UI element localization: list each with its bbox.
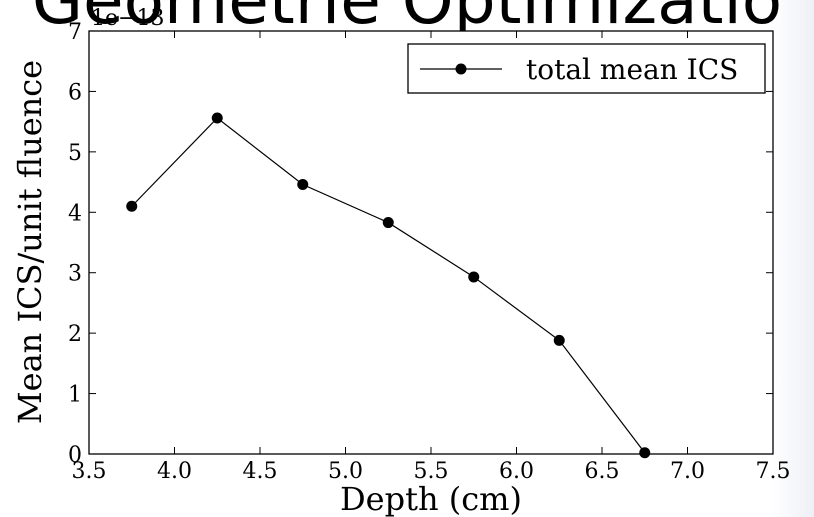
legend: total mean ICS [407, 43, 766, 94]
x-tick-label: 5.5 [414, 459, 449, 484]
data-point [553, 334, 565, 346]
y-tick-label: 6 [68, 80, 82, 105]
x-tick-label: 3.5 [72, 459, 107, 484]
y-tick-label: 5 [68, 141, 82, 166]
data-point [297, 178, 309, 190]
x-tick-label: 5.0 [328, 459, 363, 484]
y-tick-label: 4 [68, 201, 82, 226]
x-axis-ticks: 3.5 4.0 4.5 5.0 5.5 6.0 6.5 7.0 7.5 [72, 31, 791, 484]
x-tick-label: 7.0 [670, 459, 705, 484]
x-axis-label: Depth (cm) [340, 480, 522, 517]
y-tick-label: 1 [68, 383, 82, 408]
plot-area [89, 31, 773, 454]
plot-frame [88, 30, 774, 455]
y-tick-label: 2 [68, 322, 82, 347]
data-point [126, 200, 138, 212]
legend-label: total mean ICS [526, 53, 738, 86]
slide-background-gradient [770, 0, 814, 517]
data-point [468, 271, 480, 283]
y-axis-scale-label: 1e−13 [91, 6, 164, 31]
y-axis-label: Mean ICS/unit fluence [11, 60, 49, 424]
y-axis-ticks: 0 1 2 3 4 5 6 7 [68, 20, 773, 468]
data-point [639, 447, 651, 459]
x-tick-label: 4.5 [243, 459, 278, 484]
x-tick-label: 6.5 [585, 459, 620, 484]
x-tick-label: 6.0 [499, 459, 534, 484]
series-layer [126, 112, 651, 459]
legend-marker [455, 63, 467, 75]
y-tick-label: 3 [68, 262, 82, 287]
x-tick-label: 4.0 [157, 459, 192, 484]
y-tick-label: 0 [68, 443, 82, 468]
data-point [382, 217, 394, 229]
y-tick-label: 7 [68, 20, 82, 45]
x-tick-label: 7.5 [756, 459, 791, 484]
data-point [211, 112, 223, 124]
